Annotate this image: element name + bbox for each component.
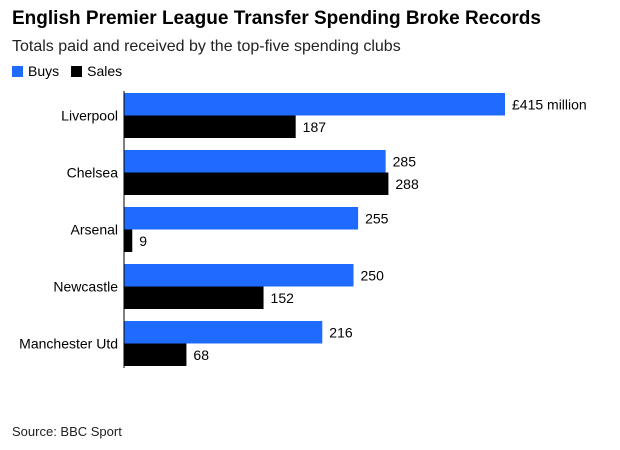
legend-swatch-sales <box>71 65 83 77</box>
bar-sales-liverpool <box>124 115 296 138</box>
bar-buys-manchester-utd <box>124 321 323 344</box>
legend-swatch-buys <box>12 65 23 77</box>
chart-subtitle: Totals paid and received by the top-five… <box>12 38 401 55</box>
category-label-liverpool: Liverpool <box>61 108 118 124</box>
value-label-sales-arsenal: 9 <box>139 233 147 249</box>
value-label-buys-chelsea: 285 <box>393 153 417 169</box>
bar-buys-arsenal <box>124 207 359 230</box>
bar-sales-arsenal <box>124 229 133 252</box>
bar-sales-newcastle <box>124 286 264 309</box>
bar-sales-manchester-utd <box>124 343 187 366</box>
value-label-sales-liverpool: 187 <box>303 119 327 135</box>
legend-entry-sales: Sales <box>71 63 122 79</box>
bar-chart: Liverpool £415 million 187 Chelsea 285 288 Ars… <box>19 91 587 368</box>
source-note: Source: BBC Sport <box>12 424 122 439</box>
category-label-newcastle: Newcastle <box>53 279 118 295</box>
legend-label-buys: Buys <box>28 63 60 79</box>
bar-buys-chelsea <box>124 150 386 173</box>
value-label-sales-newcastle: 152 <box>271 290 295 306</box>
bar-buys-newcastle <box>124 264 354 287</box>
category-label-arsenal: Arsenal <box>71 222 118 238</box>
legend-label-sales: Sales <box>87 63 123 79</box>
value-label-buys-arsenal: 255 <box>365 210 389 226</box>
value-label-sales-chelsea: 288 <box>395 176 419 192</box>
legend: Buys Sales <box>12 63 134 79</box>
chart-title: English Premier League Transfer Spending… <box>12 8 541 29</box>
bar-buys-liverpool <box>124 93 505 116</box>
legend-entry-buys: Buys <box>12 63 59 79</box>
bar-sales-chelsea <box>124 172 389 195</box>
value-label-buys-manchester-utd: 216 <box>329 324 353 340</box>
category-label-manchester-utd: Manchester Utd <box>19 336 118 352</box>
value-label-buys-newcastle: 250 <box>361 267 385 283</box>
value-label-sales-manchester-utd: 68 <box>193 347 209 363</box>
category-label-chelsea: Chelsea <box>67 165 119 181</box>
value-label-buys-liverpool: £415 million <box>512 96 587 112</box>
